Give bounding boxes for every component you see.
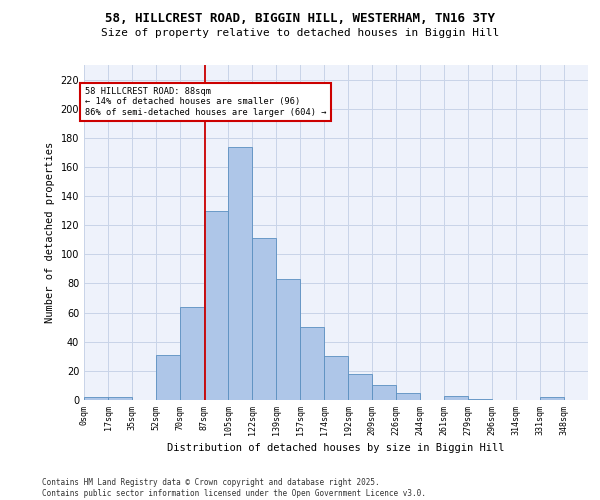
Text: 58, HILLCREST ROAD, BIGGIN HILL, WESTERHAM, TN16 3TY: 58, HILLCREST ROAD, BIGGIN HILL, WESTERH… [105,12,495,26]
Bar [468,398,492,400]
Bar [348,374,372,400]
Text: Contains HM Land Registry data © Crown copyright and database right 2025.
Contai: Contains HM Land Registry data © Crown c… [42,478,426,498]
Bar [444,396,468,400]
Bar [228,146,252,400]
Bar [156,355,180,400]
Text: Size of property relative to detached houses in Biggin Hill: Size of property relative to detached ho… [101,28,499,38]
Bar [540,397,564,400]
Bar [84,397,108,400]
Y-axis label: Number of detached properties: Number of detached properties [45,142,55,323]
Bar [180,307,204,400]
Bar [108,397,132,400]
Bar [252,238,276,400]
Bar [204,210,228,400]
X-axis label: Distribution of detached houses by size in Biggin Hill: Distribution of detached houses by size … [167,443,505,453]
Bar [300,327,324,400]
Bar [396,392,420,400]
Text: 58 HILLCREST ROAD: 88sqm
← 14% of detached houses are smaller (96)
86% of semi-d: 58 HILLCREST ROAD: 88sqm ← 14% of detach… [85,87,326,117]
Bar [372,386,396,400]
Bar [324,356,348,400]
Bar [276,279,300,400]
